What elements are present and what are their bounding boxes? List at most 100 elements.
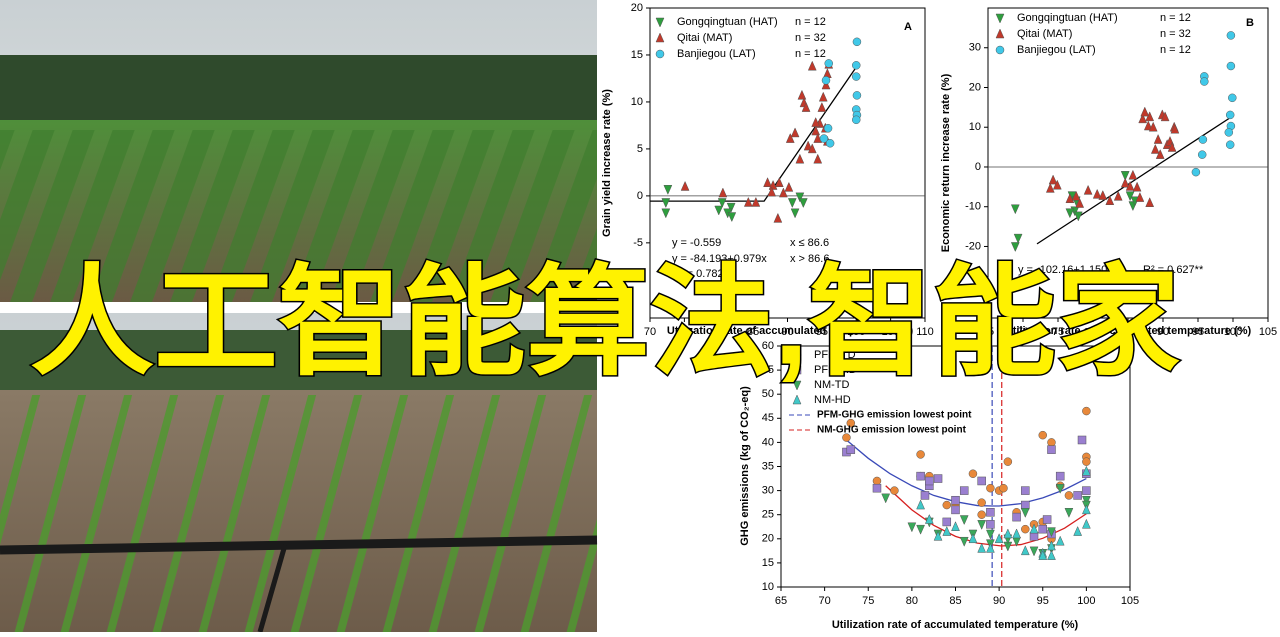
point [1075,197,1085,208]
point [743,196,753,207]
point [1055,483,1065,494]
x-tick-label: 110 [916,326,934,338]
plot-frame [987,7,1269,319]
point [881,493,891,504]
point [1226,61,1236,71]
point [763,177,772,187]
plot-frame [780,345,1131,588]
point [1077,435,1087,445]
point [1113,190,1123,201]
y-tick-label: 55 [762,364,774,376]
legend-label: PFM-HD [814,364,857,376]
x-tick-label: 105 [881,326,899,338]
point [1038,524,1047,534]
point [1150,143,1160,154]
x-tick-label: 100 [847,326,865,338]
point [1170,123,1180,134]
legend-n: n = 12 [795,16,826,28]
y-tick-label: 35 [762,460,774,472]
point [1055,471,1065,481]
point [907,522,917,533]
legend-label: Qitai (MAT) [677,32,732,44]
point [1082,486,1091,495]
point [872,476,882,486]
point [1145,111,1155,122]
point [795,153,805,164]
y-tick-label: 20 [762,533,774,545]
point [1047,540,1056,551]
legend-label: NM-GHG emission lowest point [817,425,967,436]
point [916,499,925,510]
point [1140,106,1150,117]
point [821,76,831,85]
point [1071,190,1081,201]
photo-bottom [0,313,598,633]
point [1073,491,1082,500]
y-tick-label: 20 [631,2,643,14]
point [1003,457,1013,466]
point [1167,141,1177,152]
point [977,498,986,507]
annotation: x > 86.6 [790,253,829,265]
x-axis-label: Utilization rate of accumulated temperat… [1005,325,1252,337]
y-tick-label: -5 [633,237,643,249]
x-tick-label: 95 [1037,595,1049,607]
legend-n: n = 32 [795,32,826,44]
point [1098,189,1108,200]
x-tick-label: 105 [1259,326,1277,338]
fit-curve [846,439,1087,507]
point [933,530,943,541]
point [1200,77,1209,86]
y-tick-label: 10 [969,121,981,133]
point [1198,135,1208,144]
point [977,476,986,486]
annotation: y = -0.559 [672,237,721,249]
point [1048,174,1058,185]
point [986,483,995,493]
point [986,542,995,553]
point [1153,133,1163,144]
point [778,187,788,198]
point [1225,140,1235,149]
x-tick-label: 105 [1121,595,1139,607]
point [767,186,777,197]
point [1120,177,1130,188]
annotation: y = -102.16+1.1502x [1018,264,1119,276]
x-tick-label: 70 [819,595,831,607]
point [1038,430,1047,440]
point [1047,550,1056,560]
annotation: R² = 0.782** [672,268,733,280]
legend-label: Banjiegou (LAT) [677,48,756,60]
point [1082,457,1091,466]
point [825,139,835,148]
x-tick-label: 90 [781,326,793,338]
y-tick-label: -20 [965,240,981,252]
y-tick-label: 45 [762,412,774,424]
point [751,196,761,207]
y-tick-label: 10 [762,581,774,593]
point [1143,120,1153,131]
point [951,521,960,531]
point [951,495,960,505]
point [807,60,817,71]
x-axis-label: Utilization rate of accumulated temperat… [832,619,1079,631]
point [1155,149,1165,159]
x-tick-label: 75 [1052,326,1064,338]
legend-marker [792,350,802,360]
plot-frame [649,7,926,319]
y-tick-label: 25 [762,509,774,521]
point [968,469,978,478]
point [1021,524,1030,534]
point [790,208,800,219]
point [1029,523,1039,534]
point [823,123,833,133]
point [1125,191,1135,202]
legend-marker [995,13,1005,24]
point [999,483,1008,493]
y-tick-label: 5 [637,143,643,155]
point [813,153,823,164]
point [1128,169,1138,180]
point [1148,121,1158,132]
point [916,450,925,459]
